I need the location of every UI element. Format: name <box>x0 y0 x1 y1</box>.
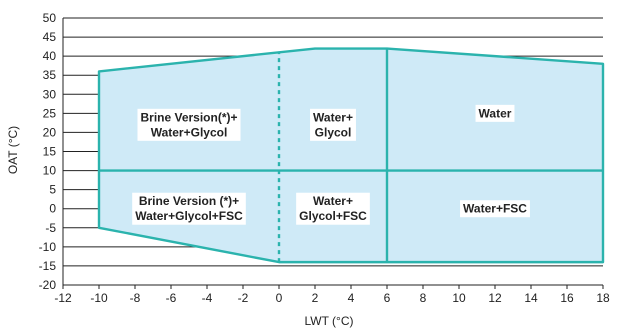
region-label-2: Water <box>475 104 515 122</box>
x-tick-label: -4 <box>202 291 213 305</box>
y-tick-label: 40 <box>43 49 57 63</box>
region-label-line: Water+ <box>313 110 353 124</box>
y-tick-label: 25 <box>43 106 57 120</box>
operating-envelope-area <box>97 47 605 264</box>
x-tick-label: 8 <box>420 291 427 305</box>
divider-layer <box>99 48 603 263</box>
x-axis-title: LWT (°C) <box>304 314 353 328</box>
y-tick-label: -20 <box>39 278 57 292</box>
x-tick-label: -6 <box>166 291 177 305</box>
y-tick-label: 15 <box>43 145 57 159</box>
x-tick-label: 14 <box>524 291 538 305</box>
y-tick-label: 0 <box>49 202 56 216</box>
region-label-4: Water+Glycol+FSC <box>296 192 370 225</box>
y-tick-label: 30 <box>43 87 57 101</box>
x-tick-label: -2 <box>238 291 249 305</box>
y-tick-label: -5 <box>45 221 56 235</box>
region-label-line: Water+Glycol <box>151 125 228 139</box>
y-tick-label: 5 <box>49 183 56 197</box>
region-label-line: Brine Version(*)+ <box>140 110 237 124</box>
x-tick-label: 10 <box>452 291 466 305</box>
region-label-line: Water+Glycol+FSC <box>135 209 243 223</box>
region-label-layer: Brine Version(*)+Water+GlycolWater+Glyco… <box>132 104 530 225</box>
y-tick-label: 20 <box>43 125 57 139</box>
region-label-backing <box>296 192 370 225</box>
region-label-line: Water <box>479 106 512 120</box>
y-tick-label: -15 <box>39 259 57 273</box>
region-label-line: Brine Version (*)+ <box>139 194 239 208</box>
region-label-line: Glycol+FSC <box>299 209 367 223</box>
envelope-layer <box>97 47 605 264</box>
x-tick-label: -12 <box>54 291 72 305</box>
x-tick-label: 16 <box>560 291 574 305</box>
region-label-line: Glycol <box>315 125 352 139</box>
x-tick-label: 2 <box>312 291 319 305</box>
y-tick-label: 50 <box>43 11 57 25</box>
y-axis-title: OAT (°C) <box>6 126 20 174</box>
y-tick-label: -10 <box>39 240 57 254</box>
region-label-3: Brine Version (*)+Water+Glycol+FSC <box>132 192 246 225</box>
x-tick-label: -8 <box>130 291 141 305</box>
x-tick-label: 0 <box>276 291 283 305</box>
region-label-backing <box>137 108 241 141</box>
x-tick-label: 18 <box>596 291 610 305</box>
region-label-line: Water+ <box>313 194 353 208</box>
region-label-5: Water+FSC <box>460 200 530 218</box>
x-tick-label: 6 <box>384 291 391 305</box>
region-label-line: Water+FSC <box>463 202 527 216</box>
y-tick-label: 10 <box>43 164 57 178</box>
region-label-backing <box>475 104 515 122</box>
region-label-0: Brine Version(*)+Water+Glycol <box>137 108 241 141</box>
region-label-backing <box>460 200 530 218</box>
region-label-backing <box>132 192 246 225</box>
x-tick-label: 12 <box>488 291 502 305</box>
y-tick-label: 45 <box>43 30 57 44</box>
x-tick-label: -10 <box>90 291 108 305</box>
region-label-backing <box>310 108 356 141</box>
x-tick-label: 4 <box>348 291 355 305</box>
y-tick-label: 35 <box>43 68 57 82</box>
region-label-1: Water+Glycol <box>310 108 356 141</box>
